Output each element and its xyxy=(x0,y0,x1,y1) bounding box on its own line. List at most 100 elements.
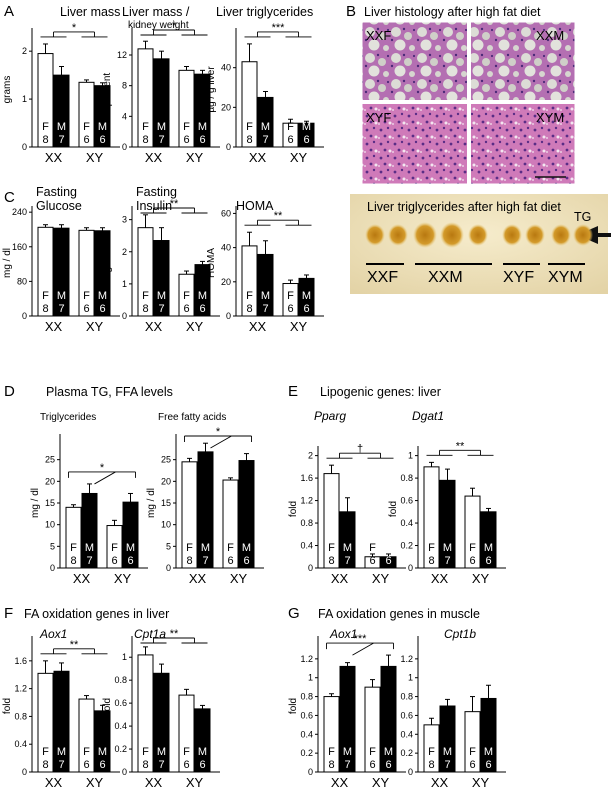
y-tick-label: 0.2 xyxy=(400,541,413,551)
y-tick-label: 0.2 xyxy=(400,748,413,758)
y-tick-label: 10 xyxy=(45,520,55,530)
histology-title: Liver histology after high fat diet xyxy=(364,5,541,19)
group-label-xy: XY xyxy=(472,571,490,586)
bar-n-label: 8 xyxy=(246,134,252,146)
bar-sex-label: F xyxy=(246,290,253,302)
y-tick-label: 1 xyxy=(122,279,127,289)
panel-label: A xyxy=(4,3,14,20)
group-label-xx: XX xyxy=(189,571,207,586)
group-label-xy: XY xyxy=(114,571,132,586)
bar-n-label: 7 xyxy=(158,134,164,146)
chart-title: Fasting xyxy=(136,185,177,199)
bar-n-label: 7 xyxy=(86,555,92,567)
panel-label: C xyxy=(4,189,15,206)
chart-13: G FA oxidation genes in muscle Aox1 0 0.2 0.4… xyxy=(288,605,480,790)
bar-sex-label: M xyxy=(343,542,352,554)
tlc-spot xyxy=(365,224,385,246)
significance-label: ** xyxy=(170,628,179,640)
bar-sex-label: F xyxy=(42,290,49,302)
bar-sex-label: M xyxy=(198,290,207,302)
y-tick-label: 2 xyxy=(22,46,27,56)
y-tick-label: 0.8 xyxy=(14,711,27,721)
chart-title: Liver triglycerides xyxy=(216,5,313,19)
bar-n-label: 6 xyxy=(183,134,189,146)
bar-n-label: 6 xyxy=(199,759,205,771)
tlc-spot xyxy=(551,224,571,246)
significance-label: ** xyxy=(170,198,179,210)
group-label-xy: XY xyxy=(86,775,104,790)
bar-n-label: 6 xyxy=(199,134,205,146)
panel-label: E xyxy=(288,383,298,400)
y-tick-label: 0 xyxy=(122,767,127,777)
bar-n-label: 6 xyxy=(83,303,89,315)
bar-sex-label: M xyxy=(384,746,393,758)
bar-n-label: 7 xyxy=(262,303,268,315)
chart-title: FA oxidation genes in muscle xyxy=(318,607,480,621)
group-label-xx: XX xyxy=(331,571,349,586)
y-tick-label: 2 xyxy=(122,247,127,257)
significance-bracket: *** xyxy=(326,633,394,656)
bar-n-label: 6 xyxy=(243,555,249,567)
y-axis-label: grams xyxy=(2,76,13,104)
bar-n-label: 7 xyxy=(202,555,208,567)
significance-bracket: * xyxy=(140,20,208,36)
lane-label-xym: XYM xyxy=(548,269,583,286)
significance-label: † xyxy=(357,443,363,455)
tile-label-xyf: XYF xyxy=(366,110,391,125)
y-tick-label: 20 xyxy=(161,476,171,486)
significance-bracket: * xyxy=(184,426,252,449)
chart-11: F FA oxidation genes in liver Aox1 0 0.4 0.8 1… xyxy=(2,605,169,790)
y-tick-label: 1 xyxy=(122,652,127,662)
bar-n-label: 6 xyxy=(127,555,133,567)
y-tick-label: 0.6 xyxy=(400,710,413,720)
bar-sex-label: F xyxy=(83,121,90,133)
tlc-spot xyxy=(440,222,464,248)
bar-n-label: 8 xyxy=(186,555,192,567)
tlc-spot xyxy=(468,224,488,246)
bar-sex-label: M xyxy=(201,542,210,554)
bar-sex-label: M xyxy=(85,542,94,554)
significance-bracket: † xyxy=(326,443,394,459)
group-label-xx: XX xyxy=(249,150,267,165)
bar-n-label: 6 xyxy=(83,759,89,771)
y-tick-label: 0.8 xyxy=(300,692,313,702)
bar-n-label: 7 xyxy=(58,759,64,771)
y-tick-label: 0.6 xyxy=(300,710,313,720)
chart-title: Liver mass / xyxy=(122,5,190,19)
tlc-spot xyxy=(525,224,545,246)
bar-n-label: 7 xyxy=(344,759,350,771)
bar-sex-label: M xyxy=(98,746,107,758)
y-tick-label: 0.2 xyxy=(114,744,127,754)
significance-label: * xyxy=(172,20,177,32)
significance-bracket: * xyxy=(68,462,136,485)
group-label-xx: XX xyxy=(145,775,163,790)
y-tick-label: 1.2 xyxy=(14,684,27,694)
bar-sex-label: F xyxy=(183,746,190,758)
bar-sex-label: F xyxy=(83,290,90,302)
group-label-xy: XY xyxy=(186,150,204,165)
y-tick-label: 40 xyxy=(221,63,231,73)
histology-tile-xyf xyxy=(362,104,467,184)
bar-n-label: 6 xyxy=(485,759,491,771)
y-tick-label: 0.4 xyxy=(114,721,127,731)
panel-label: F xyxy=(4,605,13,622)
y-tick-label: 12 xyxy=(117,50,127,60)
y-tick-label: 0 xyxy=(166,563,171,573)
tlc-spot xyxy=(413,222,437,248)
y-tick-label: 0 xyxy=(308,767,313,777)
y-tick-label: 20 xyxy=(221,102,231,112)
bar-sex-label: F xyxy=(246,121,253,133)
y-tick-label: 0.2 xyxy=(300,748,313,758)
group-label-xx: XX xyxy=(431,775,449,790)
y-tick-label: 1.6 xyxy=(14,656,27,666)
y-tick-label: 8 xyxy=(122,81,127,91)
y-tick-label: 0 xyxy=(408,767,413,777)
bar-sex-label: F xyxy=(111,542,118,554)
y-tick-label: 20 xyxy=(45,476,55,486)
y-axis-label: HOMA xyxy=(206,248,217,278)
tlc-spot xyxy=(502,224,522,246)
significance-label: * xyxy=(216,426,221,438)
chart-subtitle: Cpt1b xyxy=(444,627,476,641)
